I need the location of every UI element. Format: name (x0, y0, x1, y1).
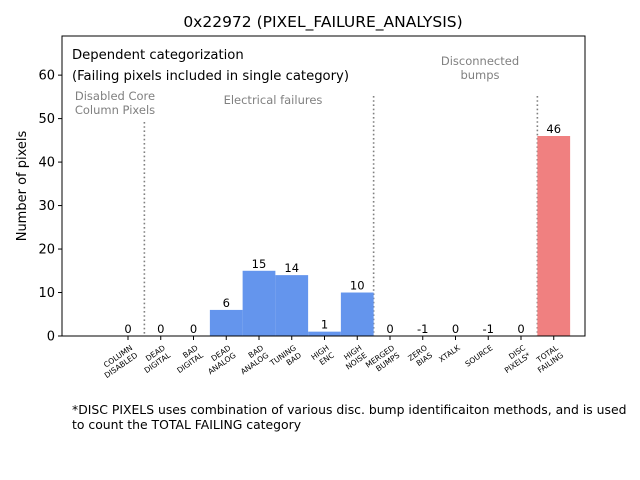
y-tick-label: 40 (38, 156, 55, 171)
disconnected-group-label-line: Disconnected (441, 54, 519, 68)
bar-label-1: 0 (157, 322, 164, 336)
x-axis: COLUMNDISABLED DEADDIGITAL BADDIGITAL DEADA… (98, 336, 566, 380)
group-labels: Disabled Core Column Pixels Electrical fai… (75, 54, 519, 117)
bar-value-labels: 0 0 0 6 15 14 1 10 0 -1 0 -1 0 46 (124, 122, 561, 336)
electrical-group-label-line: Electrical failures (224, 93, 323, 107)
bar-label-6: 1 (321, 318, 328, 332)
footnote: *DISC PIXELS uses combination of various… (72, 402, 627, 432)
x-tick-label: BADDIGITAL (170, 343, 205, 375)
annotation-line-1: Dependent categorization (72, 48, 244, 63)
y-tick-label: 60 (38, 69, 55, 84)
x-tick-label: BADANALOG (234, 343, 271, 376)
plot-frame (61, 35, 586, 337)
bar-label-9: -1 (417, 322, 428, 336)
bar-label-3: 6 (223, 296, 230, 310)
bar-label-10: 0 (452, 322, 459, 336)
x-tick-label: XTALK (437, 343, 462, 364)
bar-label-12: 0 (517, 322, 524, 336)
x-tick-label-line: SOURCE (464, 343, 495, 368)
x-tick-label: TUNINGBAD (268, 343, 304, 375)
x-tick-label: MERGEDBUMPS (364, 343, 402, 377)
x-tick-label: HIGHENC (309, 343, 335, 369)
disconnected-group-label: Disconnected bumps (441, 54, 519, 82)
x-tick-label: SOURCE (464, 343, 495, 368)
bar-label-11: -1 (483, 322, 494, 336)
bar-label-7: 10 (350, 279, 365, 293)
y-tick-label: 50 (38, 112, 55, 127)
y-axis-label: Number of pixels (15, 130, 30, 241)
bar-label-2: 0 (190, 322, 197, 336)
x-tick-label: COLUMNDISABLED (98, 343, 140, 380)
bar-label-0: 0 (124, 322, 131, 336)
x-tick-label: DEADDIGITAL (137, 343, 172, 375)
column-group-label-line: Column Pixels (75, 103, 155, 117)
bar-label-4: 15 (252, 257, 267, 271)
bar-label-13: 46 (546, 122, 561, 136)
bar-6 (308, 331, 341, 336)
y-tick-label: 20 (38, 243, 55, 258)
bars (209, 136, 571, 336)
y-tick-label: 30 (38, 199, 55, 214)
bar-label-8: 0 (386, 322, 393, 336)
bar-7 (340, 292, 374, 336)
bar-13 (537, 136, 571, 336)
chart-title: 0x22972 (PIXEL_FAILURE_ANALYSIS) (183, 13, 462, 32)
x-tick-label-line: XTALK (437, 343, 462, 364)
x-tick-label: ZEROBIAS (406, 343, 434, 370)
column-group-label: Disabled Core Column Pixels (75, 89, 155, 117)
annotation-line-2: (Failing pixels included in single categ… (72, 69, 349, 84)
x-tick-label: TOTALFAILING (531, 343, 566, 375)
x-tick-label: HIGHNOISE (339, 343, 369, 371)
bar-3 (209, 309, 243, 336)
electrical-group-label: Electrical failures (224, 93, 323, 107)
column-group-label-line: Disabled Core (75, 89, 155, 103)
y-tick-label: 0 (47, 330, 55, 345)
x-tick-label: DEADANALOG (201, 343, 238, 376)
y-tick-label: 10 (38, 286, 55, 301)
bar-5 (275, 275, 309, 336)
x-tick-label: DISCPIXELS* (498, 343, 533, 375)
bar-4 (242, 270, 276, 336)
disconnected-group-label-line: bumps (460, 68, 499, 82)
bar-label-5: 14 (284, 261, 299, 275)
y-axis: 0 10 20 30 40 50 60 (38, 69, 62, 345)
